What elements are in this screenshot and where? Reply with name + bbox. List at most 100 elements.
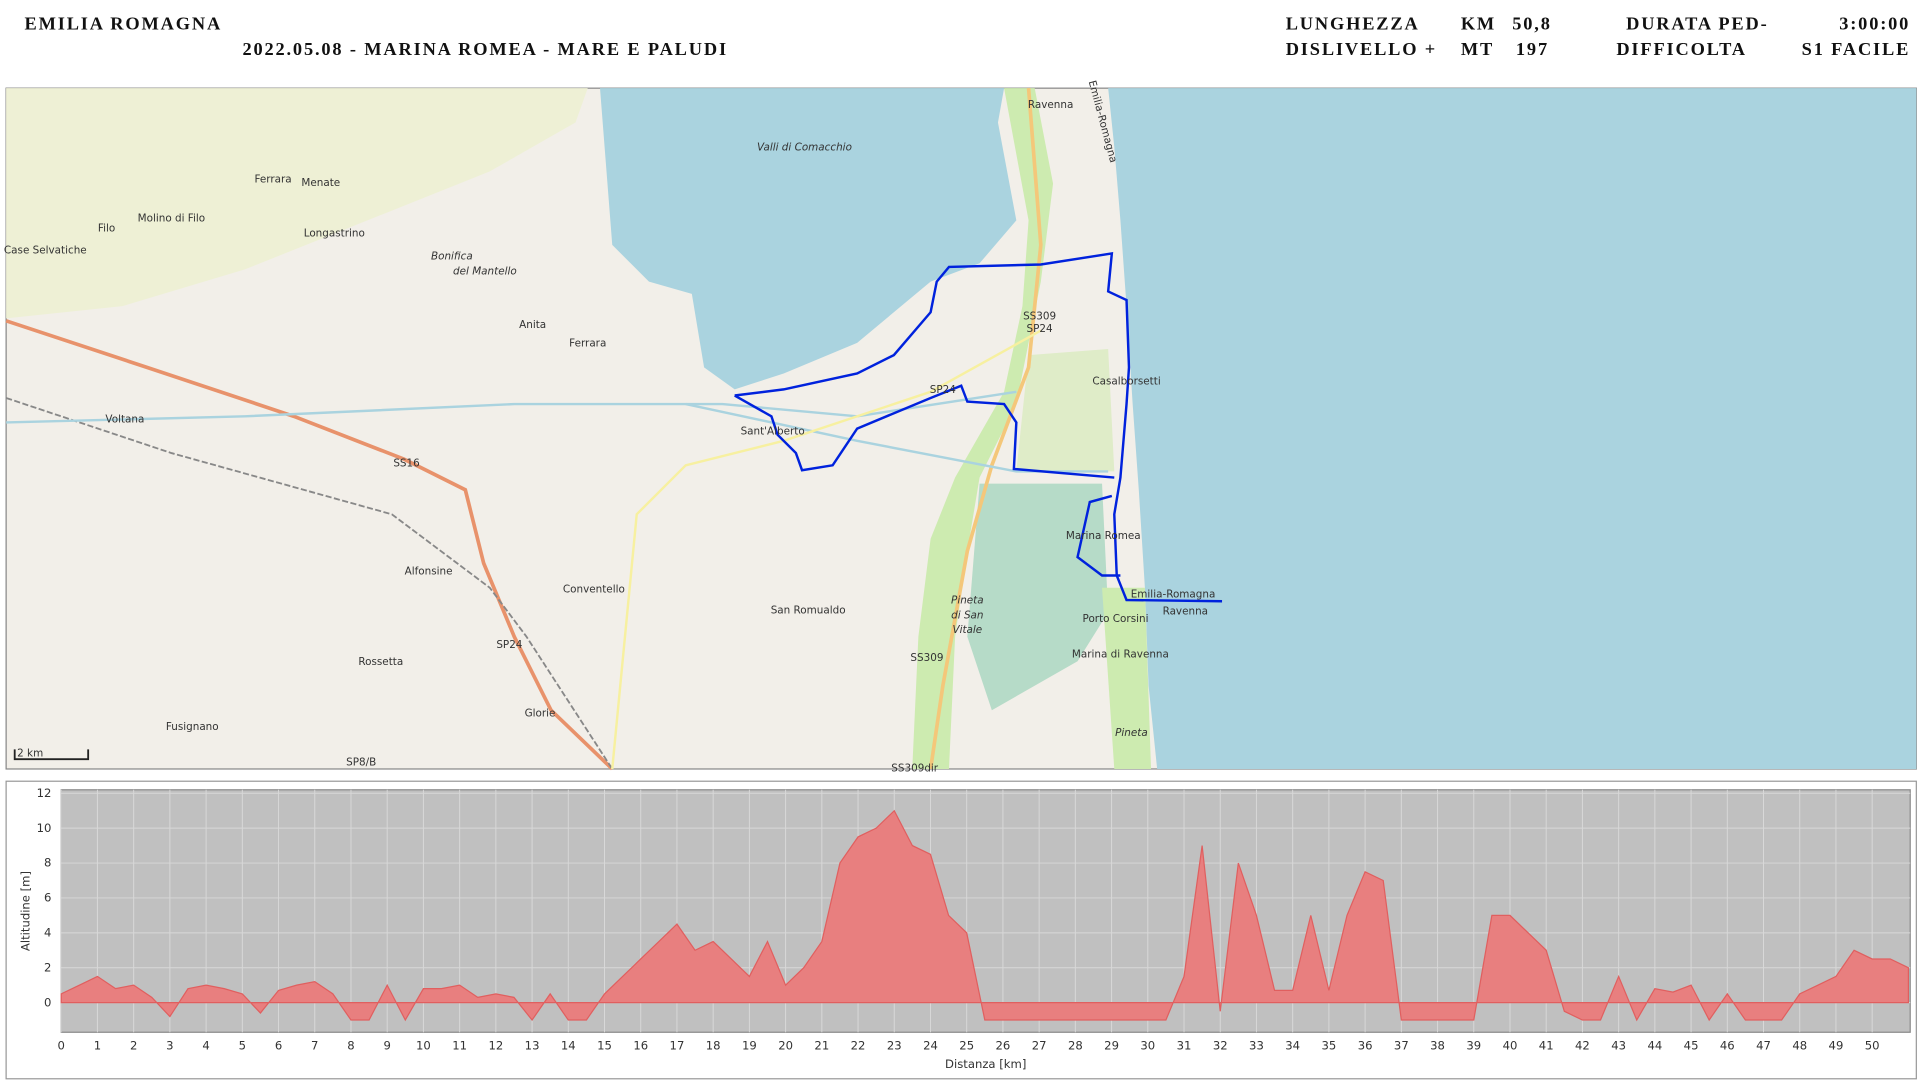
scale-bar bbox=[13, 749, 90, 761]
map-label: Valli di Comacchio bbox=[757, 142, 852, 154]
x-tick-label: 1 bbox=[94, 1038, 101, 1052]
x-tick-label: 18 bbox=[706, 1038, 721, 1052]
route bbox=[734, 384, 1115, 479]
x-tick-label: 41 bbox=[1539, 1038, 1554, 1052]
stat-value: S1 FACILE bbox=[1802, 39, 1911, 59]
x-tick-label: 13 bbox=[525, 1038, 540, 1052]
map-label: Longastrino bbox=[304, 227, 365, 239]
map-label: SS309 bbox=[1023, 311, 1056, 323]
sea bbox=[1108, 88, 1917, 769]
x-tick-label: 14 bbox=[561, 1038, 576, 1052]
railway bbox=[5, 397, 614, 770]
map-label: Rossetta bbox=[358, 656, 403, 668]
map-label: SS309 bbox=[910, 652, 943, 664]
x-tick-label: 42 bbox=[1575, 1038, 1590, 1052]
x-tick-label: 30 bbox=[1140, 1038, 1155, 1052]
map-label: SP8/B bbox=[346, 756, 376, 768]
y-tick-label: 10 bbox=[37, 821, 52, 835]
map-label: Case Selvatiche bbox=[4, 244, 87, 256]
x-tick-label: 43 bbox=[1611, 1038, 1626, 1052]
map-label: Pineta bbox=[951, 595, 984, 607]
x-tick-label: 21 bbox=[814, 1038, 829, 1052]
x-tick-label: 46 bbox=[1720, 1038, 1735, 1052]
marsh bbox=[967, 483, 1109, 711]
x-tick-label: 47 bbox=[1756, 1038, 1771, 1052]
x-tick-label: 28 bbox=[1068, 1038, 1083, 1052]
x-tick-label: 29 bbox=[1104, 1038, 1119, 1052]
stat-value: 3:00:00 bbox=[1839, 13, 1910, 33]
farmland bbox=[6, 88, 588, 319]
x-tick-label: 35 bbox=[1321, 1038, 1336, 1052]
map-label: SP24 bbox=[1027, 323, 1053, 335]
plot-area bbox=[60, 789, 1911, 1033]
x-tick-label: 24 bbox=[923, 1038, 938, 1052]
woodland bbox=[912, 88, 1054, 769]
map-label: Emilia-Romagna bbox=[1131, 589, 1216, 601]
stat-label: DURATA PED- bbox=[1626, 13, 1768, 33]
x-tick-label: 8 bbox=[347, 1038, 354, 1052]
map-label: San Romualdo bbox=[771, 604, 846, 616]
x-tick-label: 44 bbox=[1647, 1038, 1662, 1052]
x-tick-label: 19 bbox=[742, 1038, 757, 1052]
x-tick-label: 3 bbox=[166, 1038, 173, 1052]
map-label: Ferrara bbox=[569, 338, 606, 350]
x-tick-label: 32 bbox=[1213, 1038, 1228, 1052]
stat-label: LUNGHEZZA bbox=[1286, 13, 1420, 33]
x-tick-label: 5 bbox=[239, 1038, 246, 1052]
woodland bbox=[1016, 348, 1115, 472]
map-label: Voltana bbox=[105, 413, 144, 425]
x-tick-label: 31 bbox=[1177, 1038, 1192, 1052]
x-tick-label: 45 bbox=[1684, 1038, 1699, 1052]
stat-label: DIFFICOLTA bbox=[1616, 39, 1747, 59]
x-tick-label: 38 bbox=[1430, 1038, 1445, 1052]
x-tick-label: 39 bbox=[1466, 1038, 1481, 1052]
x-tick-label: 6 bbox=[275, 1038, 282, 1052]
x-tick-label: 48 bbox=[1792, 1038, 1807, 1052]
map-label: Filo bbox=[98, 222, 115, 234]
river bbox=[685, 402, 1109, 473]
map-label: SP24 bbox=[496, 639, 522, 651]
stat-label: DISLIVELLO + bbox=[1286, 39, 1437, 59]
x-tick-label: 26 bbox=[996, 1038, 1011, 1052]
x-tick-label: 40 bbox=[1503, 1038, 1518, 1052]
map-label: Porto Corsini bbox=[1083, 613, 1149, 625]
x-tick-label: 34 bbox=[1285, 1038, 1300, 1052]
map-label: Conventello bbox=[563, 584, 625, 596]
map-label: Marina Romea bbox=[1066, 530, 1141, 542]
map-label: Alfonsine bbox=[405, 565, 453, 577]
map-label: Casalborsetti bbox=[1092, 375, 1160, 387]
x-tick-label: 36 bbox=[1358, 1038, 1373, 1052]
title: 2022.05.08 - MARINA ROMEA - MARE E PALUD… bbox=[242, 39, 728, 59]
map-label: Anita bbox=[519, 319, 546, 331]
x-tick-label: 0 bbox=[58, 1038, 65, 1052]
x-tick-label: 50 bbox=[1865, 1038, 1880, 1052]
x-axis-label: Distanza [km] bbox=[945, 1057, 1026, 1071]
x-tick-label: 16 bbox=[633, 1038, 648, 1052]
road bbox=[5, 319, 614, 771]
y-tick-label: 12 bbox=[37, 786, 52, 800]
region: EMILIA ROMAGNA bbox=[24, 13, 222, 33]
y-tick-label: 4 bbox=[44, 925, 51, 939]
x-tick-label: 37 bbox=[1394, 1038, 1409, 1052]
x-tick-label: 49 bbox=[1829, 1038, 1844, 1052]
map-label: Fusignano bbox=[166, 721, 219, 733]
map-label: Menate bbox=[301, 177, 340, 189]
scale-label: 2 km bbox=[17, 748, 43, 760]
x-tick-label: 22 bbox=[851, 1038, 866, 1052]
road bbox=[611, 329, 1042, 770]
map-label: del Mantello bbox=[453, 265, 517, 277]
x-tick-label: 20 bbox=[778, 1038, 793, 1052]
map: 2 km Valli di Comacchio Ravenna Emilia-Rom… bbox=[4, 79, 1917, 774]
map-label: Sant'Alberto bbox=[741, 426, 805, 438]
map-label: Pineta bbox=[1115, 727, 1148, 739]
map-label: SS16 bbox=[393, 458, 419, 470]
x-tick-label: 15 bbox=[597, 1038, 612, 1052]
x-tick-label: 27 bbox=[1032, 1038, 1047, 1052]
x-tick-label: 7 bbox=[311, 1038, 318, 1052]
map-label: Vitale bbox=[952, 624, 982, 636]
stat-value: 197 bbox=[1516, 39, 1549, 59]
elevation-area bbox=[60, 809, 1910, 1022]
map-label: SS309dir bbox=[891, 762, 939, 774]
